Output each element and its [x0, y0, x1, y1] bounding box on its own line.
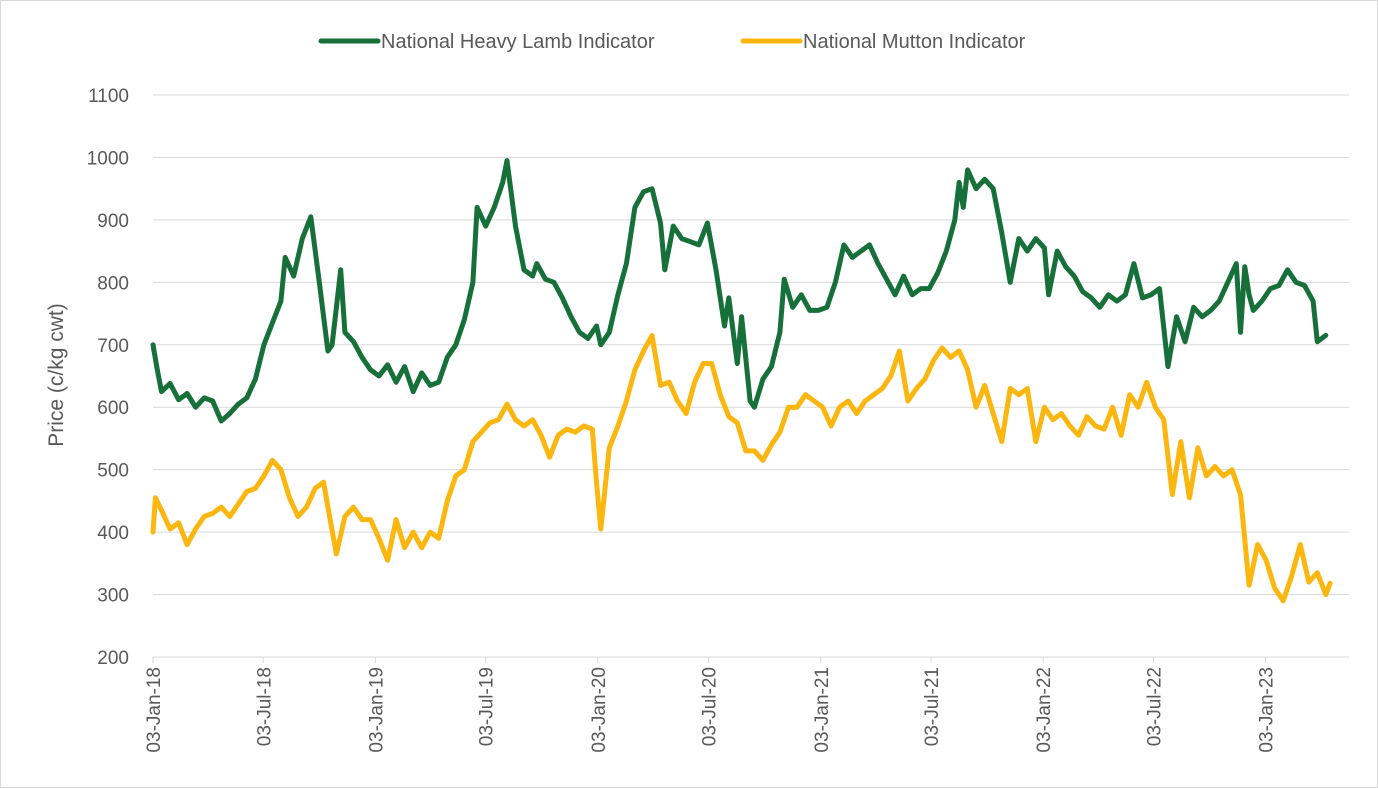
gridlines: [153, 94, 1349, 658]
y-tick-label: 500: [97, 461, 129, 482]
y-axis-ticks: 200 300 400 500 600 700 800 900 1000 1100: [87, 86, 129, 669]
x-tick-label: 03-Jul-22: [1144, 667, 1165, 746]
y-tick-label: 900: [97, 211, 129, 232]
x-tick-label: 03-Jan-18: [144, 667, 165, 753]
series-lines: [150, 158, 1333, 604]
x-tick-label: 03-Jan-20: [589, 667, 610, 753]
legend-label-heavy-lamb: National Heavy Lamb Indicator: [381, 31, 655, 53]
y-tick-label: 1100: [88, 86, 129, 107]
x-tick-label: 03-Jul-21: [922, 667, 943, 746]
x-tick-label: 03-Jan-22: [1034, 667, 1055, 753]
x-tick-label: 03-Jan-19: [366, 667, 387, 753]
y-tick-label: 800: [97, 273, 129, 294]
x-axis-ticks: 03-Jan-18 03-Jul-18 03-Jan-19 03-Jul-19 03-J…: [144, 657, 1278, 753]
y-axis-title: Price (c/kg cwt): [45, 303, 68, 447]
x-tick-label: 03-Jul-20: [700, 667, 721, 746]
series-line-heavy-lamb: [150, 158, 1329, 424]
y-tick-label: 600: [97, 398, 129, 419]
x-tick-label: 03-Jan-23: [1257, 667, 1278, 753]
y-tick-label: 1000: [87, 148, 129, 169]
y-tick-label: 700: [97, 336, 129, 357]
legend-label-mutton: National Mutton Indicator: [803, 31, 1026, 53]
x-tick-label: 03-Jul-19: [477, 667, 498, 746]
series-line-mutton: [150, 332, 1333, 604]
x-tick-label: 03-Jan-21: [812, 667, 833, 753]
y-tick-label: 200: [97, 648, 129, 669]
y-tick-label: 400: [97, 523, 129, 544]
x-tick-label: 03-Jul-18: [254, 667, 275, 746]
legend: National Heavy Lamb Indicator National Mu…: [318, 31, 1026, 53]
y-tick-label: 300: [97, 586, 129, 607]
